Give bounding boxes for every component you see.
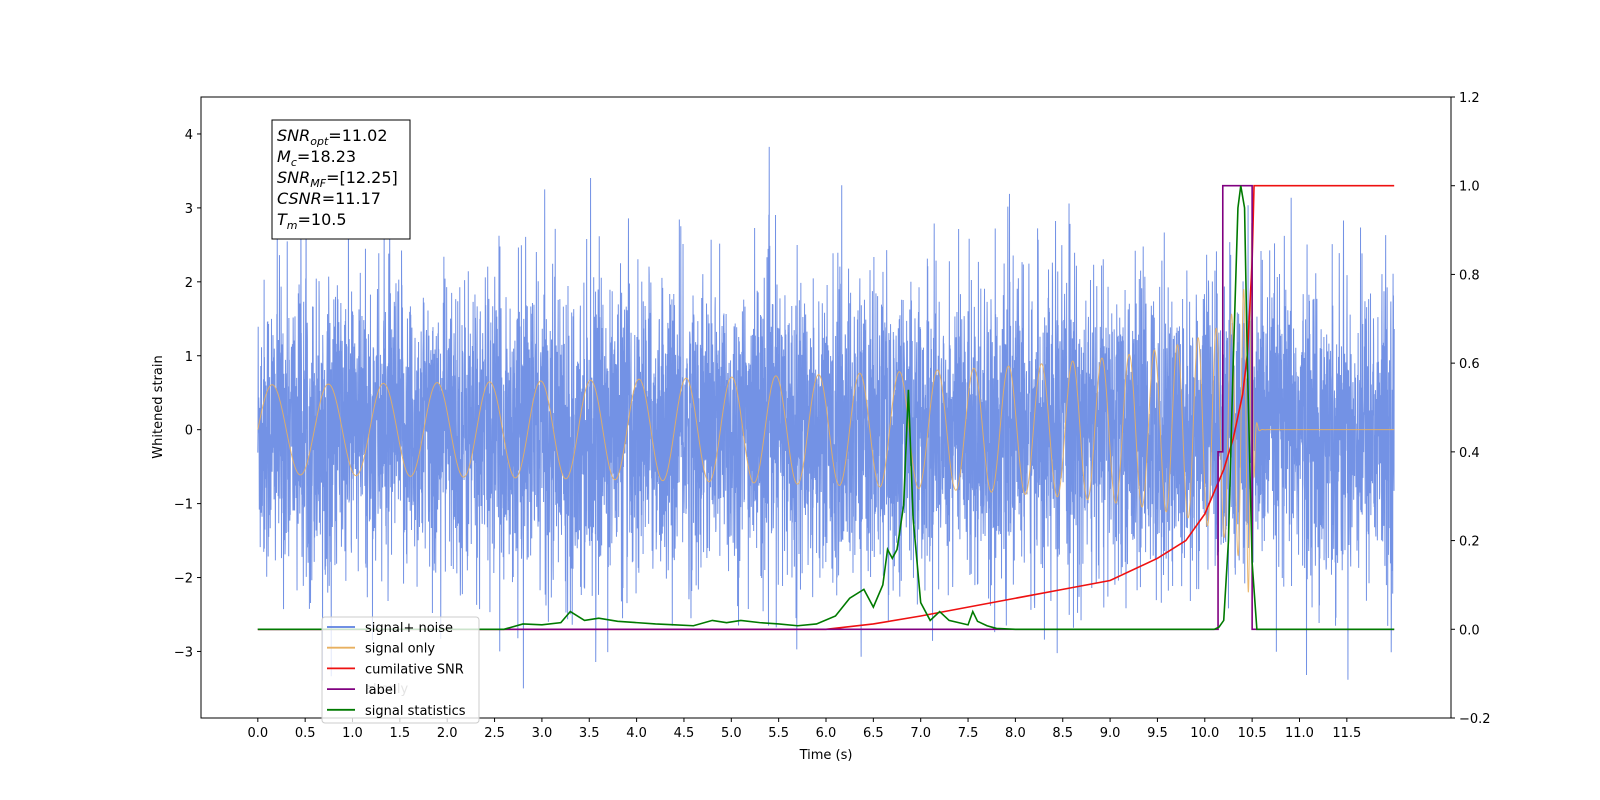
x-tick-label: 0.5 — [295, 726, 316, 741]
x-tick-label: 10.5 — [1238, 726, 1267, 741]
x-tick-label: 6.5 — [863, 726, 884, 741]
legend-entry-label: signal+ noise — [365, 621, 453, 636]
y-tick-label: 1 — [185, 350, 193, 365]
legend-entry-label: signal statistics — [365, 704, 466, 719]
x-axis-label: Time (s) — [799, 748, 853, 763]
annotation-line: CSNR=11.17 — [277, 189, 381, 208]
legend: al only signal+ noise signal only cumilativ… — [321, 616, 480, 724]
x-tick-label: 10.0 — [1190, 726, 1219, 741]
annotation-line: Mc=18.23 — [277, 147, 356, 169]
series-signal-only — [257, 222, 1395, 593]
y-axis-label: Whitened strain — [151, 355, 166, 458]
x-tick-label: 1.0 — [342, 726, 363, 741]
x-tick-label: 7.0 — [910, 726, 931, 741]
x-tick-label: 5.0 — [721, 726, 742, 741]
y-tick-label: −2 — [174, 572, 193, 587]
y2-tick-label: 0.0 — [1459, 623, 1480, 638]
x-tick-label: 5.5 — [768, 726, 789, 741]
x-tick-label: 9.0 — [1100, 726, 1121, 741]
legend-entry-label: cumilative SNR — [365, 662, 464, 677]
y2-tick-label: −0.2 — [1459, 712, 1491, 727]
y-tick-label: 3 — [185, 202, 193, 217]
series-signal-statistics — [257, 185, 1395, 631]
y2-tick-label: 0.8 — [1459, 268, 1480, 283]
y2-tick-label: 1.0 — [1459, 180, 1480, 195]
y-tick-label: −3 — [174, 645, 193, 660]
x-tick-label: 7.5 — [958, 726, 979, 741]
x-tick-label: 1.5 — [390, 726, 411, 741]
x-tick-label: 3.0 — [532, 726, 553, 741]
legend-frame — [321, 616, 480, 724]
y2-tick-label: 1.2 — [1459, 91, 1480, 106]
y-tick-label: −1 — [174, 498, 193, 513]
annotation-box: SNRopt=11.02Mc=18.23SNRMF=[12.25]CSNR=11… — [271, 119, 411, 240]
x-tick-label: 3.5 — [579, 726, 600, 741]
plot-area — [257, 146, 1395, 689]
x-tick-label: 0.0 — [247, 726, 268, 741]
y2-tick-label: 0.2 — [1459, 535, 1480, 550]
x-tick-label: 6.0 — [816, 726, 837, 741]
series-signal-noise — [257, 146, 1395, 689]
legend-entry-label: label — [365, 683, 396, 698]
annotation-line: SNRopt=11.02 — [277, 126, 388, 148]
y2-tick-label: 0.4 — [1459, 446, 1480, 461]
x-tick-label: 8.0 — [1005, 726, 1026, 741]
x-tick-label: 4.5 — [674, 726, 695, 741]
x-tick-label: 4.0 — [626, 726, 647, 741]
x-tick-label: 11.5 — [1332, 726, 1361, 741]
ticks: 0.0 0.5 1.0 1.5 2.0 2.5 3.0 3.5 4.0 4.5 5.0 5.5 6.0 6… — [174, 91, 1491, 741]
x-tick-label: 9.5 — [1147, 726, 1168, 741]
x-tick-label: 11.0 — [1285, 726, 1314, 741]
legend-entry-label: signal only — [365, 642, 435, 657]
x-tick-label: 8.5 — [1052, 726, 1073, 741]
y-tick-label: 2 — [185, 276, 193, 291]
annotation-line: Tm=10.5 — [277, 210, 347, 232]
y2-tick-label: 0.6 — [1459, 357, 1480, 372]
y-tick-label: 0 — [185, 424, 193, 439]
legend-hidden-text: al only — [365, 682, 409, 697]
x-tick-label: 2.0 — [437, 726, 458, 741]
x-tick-label: 2.5 — [484, 726, 505, 741]
annotation-frame — [271, 119, 411, 240]
annotation-line: SNRMF=[12.25] — [277, 168, 398, 190]
y-tick-label: 4 — [185, 128, 193, 143]
